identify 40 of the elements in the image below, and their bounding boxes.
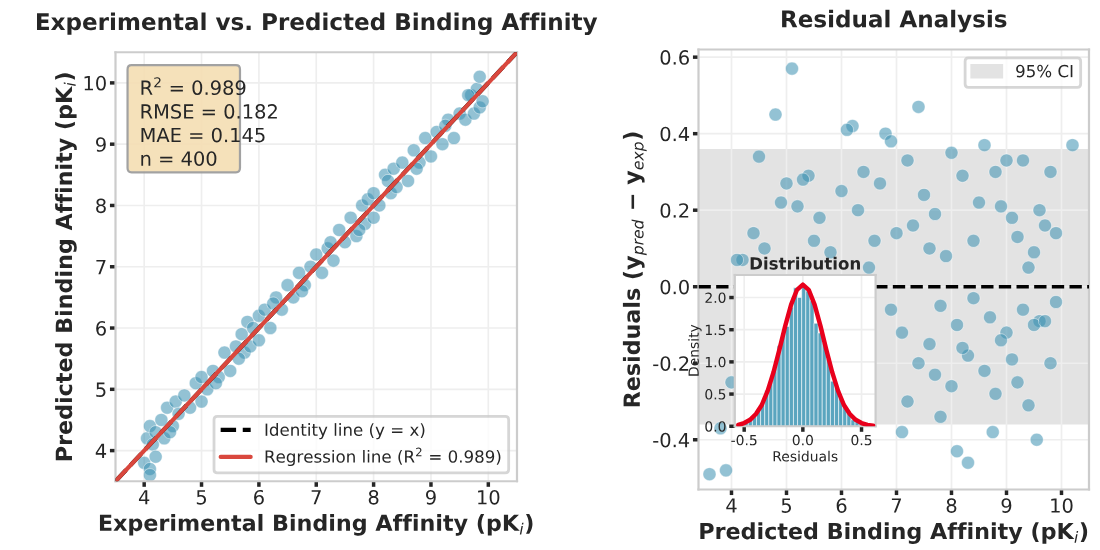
x-tick-label: 10 <box>478 489 500 505</box>
x-tick-label: 8 <box>368 489 379 505</box>
x-tick-label: 7 <box>891 498 902 513</box>
x-tick-label: 5 <box>196 490 207 505</box>
x-axis-title: Experimental Binding Affinity (pK$_{i}$) <box>99 513 533 536</box>
y-tick-label: 0.6 <box>660 50 689 65</box>
y-tick-label: -0.4 <box>653 432 690 448</box>
y-tick-label: -0.2 <box>653 356 689 371</box>
annotation: R$^{2}$ = 0.989 <box>141 77 246 96</box>
legend-label: 95% CI <box>1016 64 1073 78</box>
x-tick-label: 8 <box>946 498 957 513</box>
y-tick-label: 9 <box>96 137 106 152</box>
x-tick-label: 4 <box>138 490 150 505</box>
legend-label: Identity line (y = x) <box>265 423 425 440</box>
y-tick-label: 10 <box>84 75 106 91</box>
y-tick-label: 0.0 <box>660 279 689 295</box>
x-tick-label: 9 <box>426 489 436 505</box>
legend-label: Regression line (R$^{2}$ = 0.989) <box>265 447 501 467</box>
y-tick-label: 7 <box>96 259 106 275</box>
annotation: RMSE = 0.182 <box>141 104 277 119</box>
y-tick-label: 0.4 <box>660 126 690 142</box>
chart-title: Distribution <box>750 256 860 270</box>
y-axis-title: Predicted Binding Affinity (pK$_{i}$) <box>55 73 77 461</box>
x-tick-label: 4 <box>726 498 737 513</box>
x-tick-label: 7 <box>311 490 321 505</box>
x-tick-label: 10 <box>1051 498 1073 513</box>
y-tick-label: 8 <box>96 198 106 214</box>
y-tick-label: 6 <box>96 320 106 336</box>
x-tick-label: 9 <box>1001 498 1012 513</box>
y-tick-label: 0.2 <box>660 203 689 218</box>
x-tick-label: 6 <box>836 498 847 513</box>
chart-title: Experimental vs. Predicted Binding Affinity <box>37 12 598 35</box>
annotation: MAE = 0.145 <box>141 127 265 143</box>
annotation: n = 400 <box>141 151 217 166</box>
x-axis-title: Predicted Binding Affinity (pK$_{i}$) <box>700 522 1088 544</box>
chart-title: Residual Analysis <box>782 9 1007 33</box>
y-axis-title: Residuals (y$_{pred}$ − y$_{exp}$) <box>622 132 647 407</box>
x-tick-label: 6 <box>254 489 264 505</box>
y-tick-label: 5 <box>96 382 106 397</box>
x-tick-label: 5 <box>781 498 791 513</box>
